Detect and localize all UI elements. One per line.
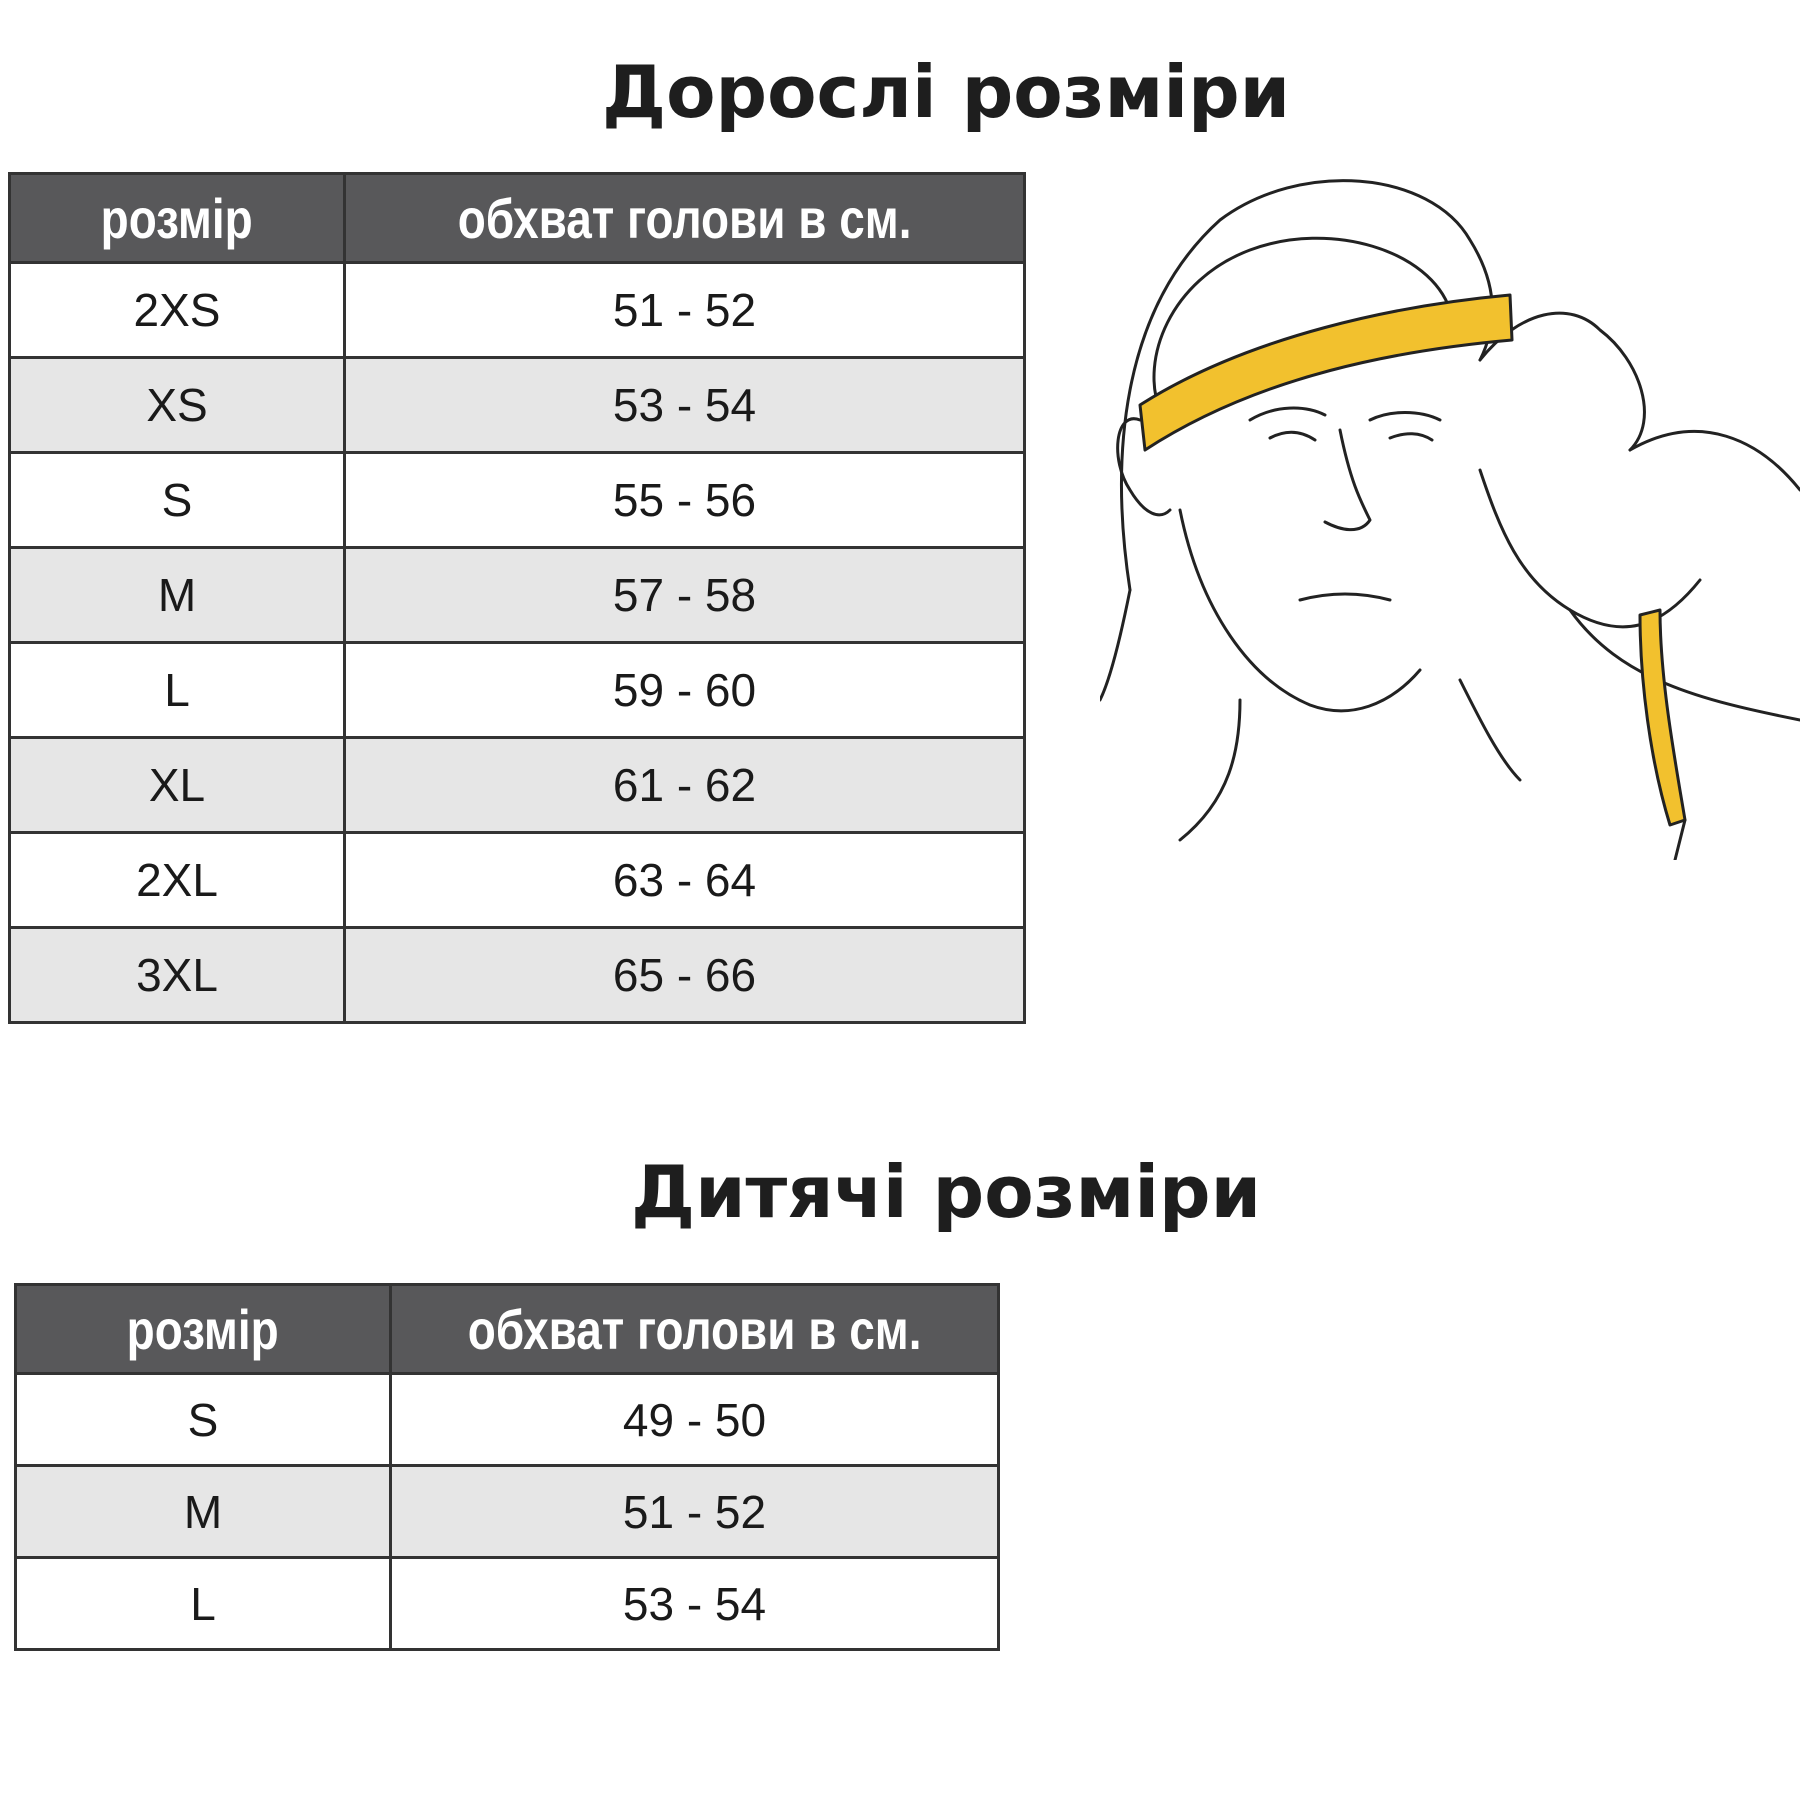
head-measuring-tape-icon [1100, 179, 1800, 860]
size-cell: 3XL [8, 926, 346, 1024]
table-row: XS 53 - 54 [8, 356, 1026, 454]
circumference-cell: 53 - 54 [389, 1556, 1000, 1651]
header-label: обхват голови в см. [457, 186, 912, 250]
table-row: 3XL 65 - 66 [8, 926, 1026, 1024]
table-header: розмір обхват голови в см. [8, 172, 1026, 264]
circumference-column-header: обхват голови в см. [389, 1283, 1000, 1375]
size-cell: XS [8, 356, 346, 454]
size-cell: S [14, 1372, 392, 1467]
circumference-cell: 63 - 64 [343, 831, 1026, 929]
header-label: обхват голови в см. [467, 1297, 922, 1361]
circumference-cell: 51 - 52 [343, 261, 1026, 359]
table-row: S 49 - 50 [14, 1372, 1000, 1467]
kids-size-table: розмір обхват голови в см. S 49 - 50 M 51 -… [14, 1283, 1000, 1651]
circumference-cell: 59 - 60 [343, 641, 1026, 739]
table-row: XL 61 - 62 [8, 736, 1026, 834]
circumference-cell: 51 - 52 [389, 1464, 1000, 1559]
circumference-cell: 65 - 66 [343, 926, 1026, 1024]
table-row: S 55 - 56 [8, 451, 1026, 549]
header-label: розмір [127, 1297, 279, 1361]
circumference-column-header: обхват голови в см. [343, 172, 1026, 264]
size-cell: M [8, 546, 346, 644]
size-column-header: розмір [14, 1283, 392, 1375]
size-cell: L [14, 1556, 392, 1651]
table-row: 2XL 63 - 64 [8, 831, 1026, 929]
header-label: розмір [101, 186, 253, 250]
size-cell: M [14, 1464, 392, 1559]
adult-size-table: розмір обхват голови в см. 2XS 51 - 52 XS 5… [8, 172, 1026, 1024]
size-cell: L [8, 641, 346, 739]
table-row: L 59 - 60 [8, 641, 1026, 739]
size-cell: 2XS [8, 261, 346, 359]
table-header: розмір обхват голови в см. [14, 1283, 1000, 1375]
size-column-header: розмір [8, 172, 346, 264]
table-row: L 53 - 54 [14, 1556, 1000, 1651]
adult-sizes-title: Дорослі розміри [601, 50, 1291, 134]
table-row: 2XS 51 - 52 [8, 261, 1026, 359]
circumference-cell: 55 - 56 [343, 451, 1026, 549]
kids-sizes-title: Дитячі розміри [630, 1150, 1262, 1234]
size-cell: 2XL [8, 831, 346, 929]
size-cell: S [8, 451, 346, 549]
circumference-cell: 57 - 58 [343, 546, 1026, 644]
table-row: M 51 - 52 [14, 1464, 1000, 1559]
circumference-cell: 49 - 50 [389, 1372, 1000, 1467]
table-row: M 57 - 58 [8, 546, 1026, 644]
circumference-cell: 53 - 54 [343, 356, 1026, 454]
size-cell: XL [8, 736, 346, 834]
circumference-cell: 61 - 62 [343, 736, 1026, 834]
